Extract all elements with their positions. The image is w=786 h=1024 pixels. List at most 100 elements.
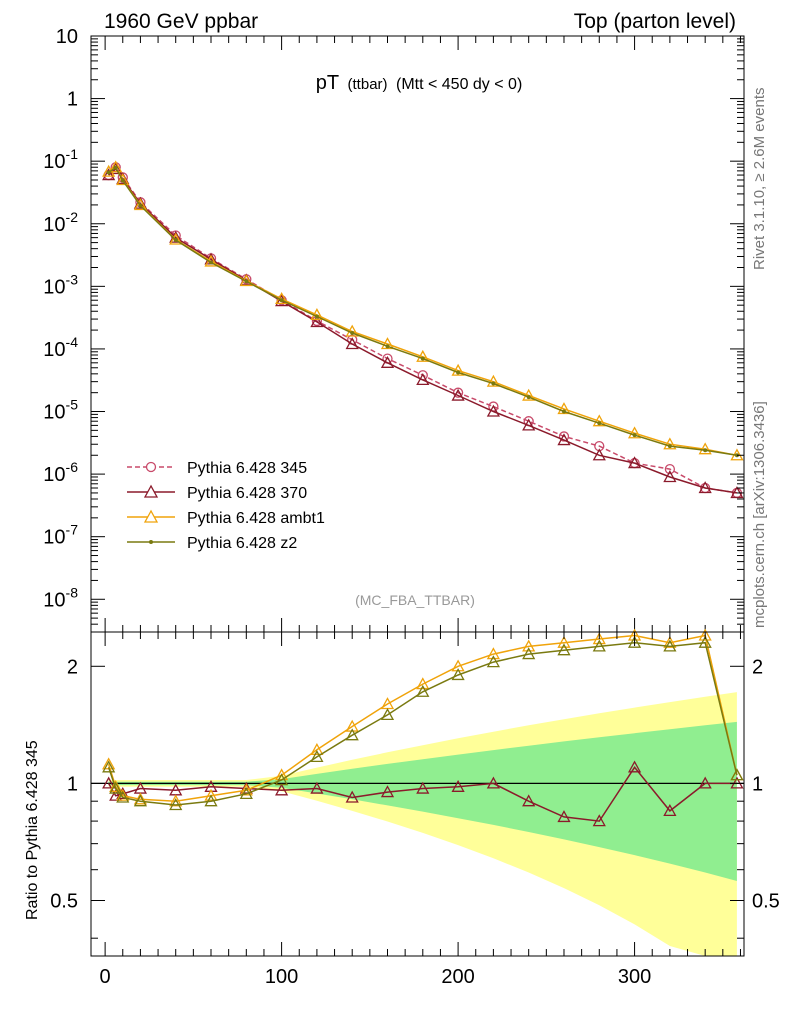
y-tick-label: 10-6 (43, 459, 78, 486)
ratio-y-tick-label: 0.5 (50, 890, 78, 912)
ratio-point (486, 655, 500, 668)
y-tick-label: 10-3 (43, 271, 78, 298)
data-point (698, 481, 712, 494)
data-point (557, 433, 571, 446)
data-point (522, 388, 536, 401)
legend-marker (143, 509, 159, 523)
main-panel: 10 1 10-1 10-2 10-3 10-4 10-5 10-6 10-7 10-8 pT (… (43, 26, 745, 633)
uncertainty-band-inner (108, 721, 737, 881)
ratio-point (275, 783, 289, 796)
legend-entry: Pythia 6.428 z2 (187, 535, 297, 552)
data-point (416, 373, 430, 386)
ratio-point (416, 684, 430, 697)
ratio-point (522, 794, 536, 807)
x-tick-label: 0 (100, 966, 111, 988)
data-point (663, 437, 677, 450)
ratio-point (380, 785, 395, 798)
ratio-point (102, 757, 116, 770)
data-point (526, 395, 531, 400)
y-tick-label: 10-5 (43, 397, 78, 424)
ratio-point (522, 647, 536, 660)
ratio-point (102, 776, 116, 789)
ratio-point (380, 708, 395, 721)
data-point (592, 414, 606, 427)
ratio-point (663, 804, 677, 817)
data-point (209, 260, 214, 265)
ratio-point (663, 635, 677, 648)
legend-marker (145, 461, 157, 473)
ratio-point (310, 750, 324, 763)
data-point (451, 388, 465, 401)
x-tick-label: 200 (441, 966, 474, 988)
y-tick-label: 10-1 (43, 146, 78, 173)
data-point (522, 418, 536, 431)
legend-marker (143, 484, 159, 498)
data-point (452, 387, 464, 398)
ratio-y-tick-label: 1 (67, 773, 78, 795)
ratio-frame (90, 631, 745, 957)
ratio-point (557, 810, 571, 823)
series-3 (106, 165, 739, 458)
ratio-point (345, 790, 359, 803)
ratio-point (451, 779, 465, 792)
y-tick-label: 10-7 (43, 522, 78, 549)
data-point (138, 203, 143, 208)
data-point (420, 356, 425, 361)
ratio-point (416, 781, 430, 794)
data-point (120, 178, 125, 183)
data-point (279, 298, 284, 303)
ratio-panel: 0.5 0.5 1 1 2 2 0 100 200 300 Ratio to Pythia 6.4… (24, 628, 780, 988)
data-point (663, 470, 677, 483)
ratio-point (169, 798, 183, 811)
ratio-y-label: Ratio to Pythia 6.428 345 (24, 740, 41, 920)
ratio-point (310, 742, 324, 755)
y-tick-label: 10 (56, 26, 78, 48)
ratio-point (698, 635, 712, 648)
ratio-point (522, 639, 536, 652)
ratio-point (102, 760, 116, 773)
analysis-tag: (MC_FBA_TTBAR) (355, 592, 475, 608)
data-point (380, 355, 395, 368)
legend-entry: Pythia 6.428 345 (187, 460, 307, 477)
data-point (244, 279, 249, 284)
ratio-series-0 (102, 760, 744, 827)
data-point (592, 448, 606, 461)
ratio-point (275, 773, 289, 786)
data-point (310, 308, 324, 321)
header-right: Top (parton level) (574, 10, 736, 33)
data-point (380, 337, 395, 350)
series-line (108, 165, 738, 494)
ratio-point (204, 788, 218, 801)
ratio-y-tick-label-right: 1 (752, 773, 763, 795)
ratio-point (109, 781, 123, 794)
ratio-point (592, 814, 606, 827)
plot-title-cut: (Mtt < 450 dy < 0) (396, 76, 522, 93)
data-point (486, 374, 500, 387)
ratio-point (345, 728, 359, 741)
series-line (108, 166, 738, 457)
data-point (597, 421, 602, 426)
ratio-y-tick-label: 2 (67, 656, 78, 678)
ratio-point (730, 768, 744, 781)
ratio-point (310, 781, 324, 794)
y-tick-label: 10-4 (43, 334, 78, 361)
ratio-point (204, 794, 218, 807)
data-point (667, 444, 672, 449)
data-point (314, 314, 319, 319)
rivet-label: Rivet 3.1.10, ≥ 2.6M events (751, 88, 768, 271)
header-left: 1960 GeV ppbar (104, 10, 258, 33)
data-point (491, 381, 496, 386)
data-point (109, 160, 123, 173)
ratio-point (663, 639, 677, 652)
legend-entry: Pythia 6.428 ambt1 (187, 510, 325, 527)
ratio-point (116, 790, 130, 803)
data-point (456, 370, 461, 375)
series-line (108, 166, 738, 457)
legend-marker (149, 540, 153, 544)
data-point (664, 463, 676, 475)
ratio-point (557, 635, 571, 648)
data-point (703, 448, 708, 453)
data-point (169, 232, 183, 245)
data-point (627, 426, 642, 439)
